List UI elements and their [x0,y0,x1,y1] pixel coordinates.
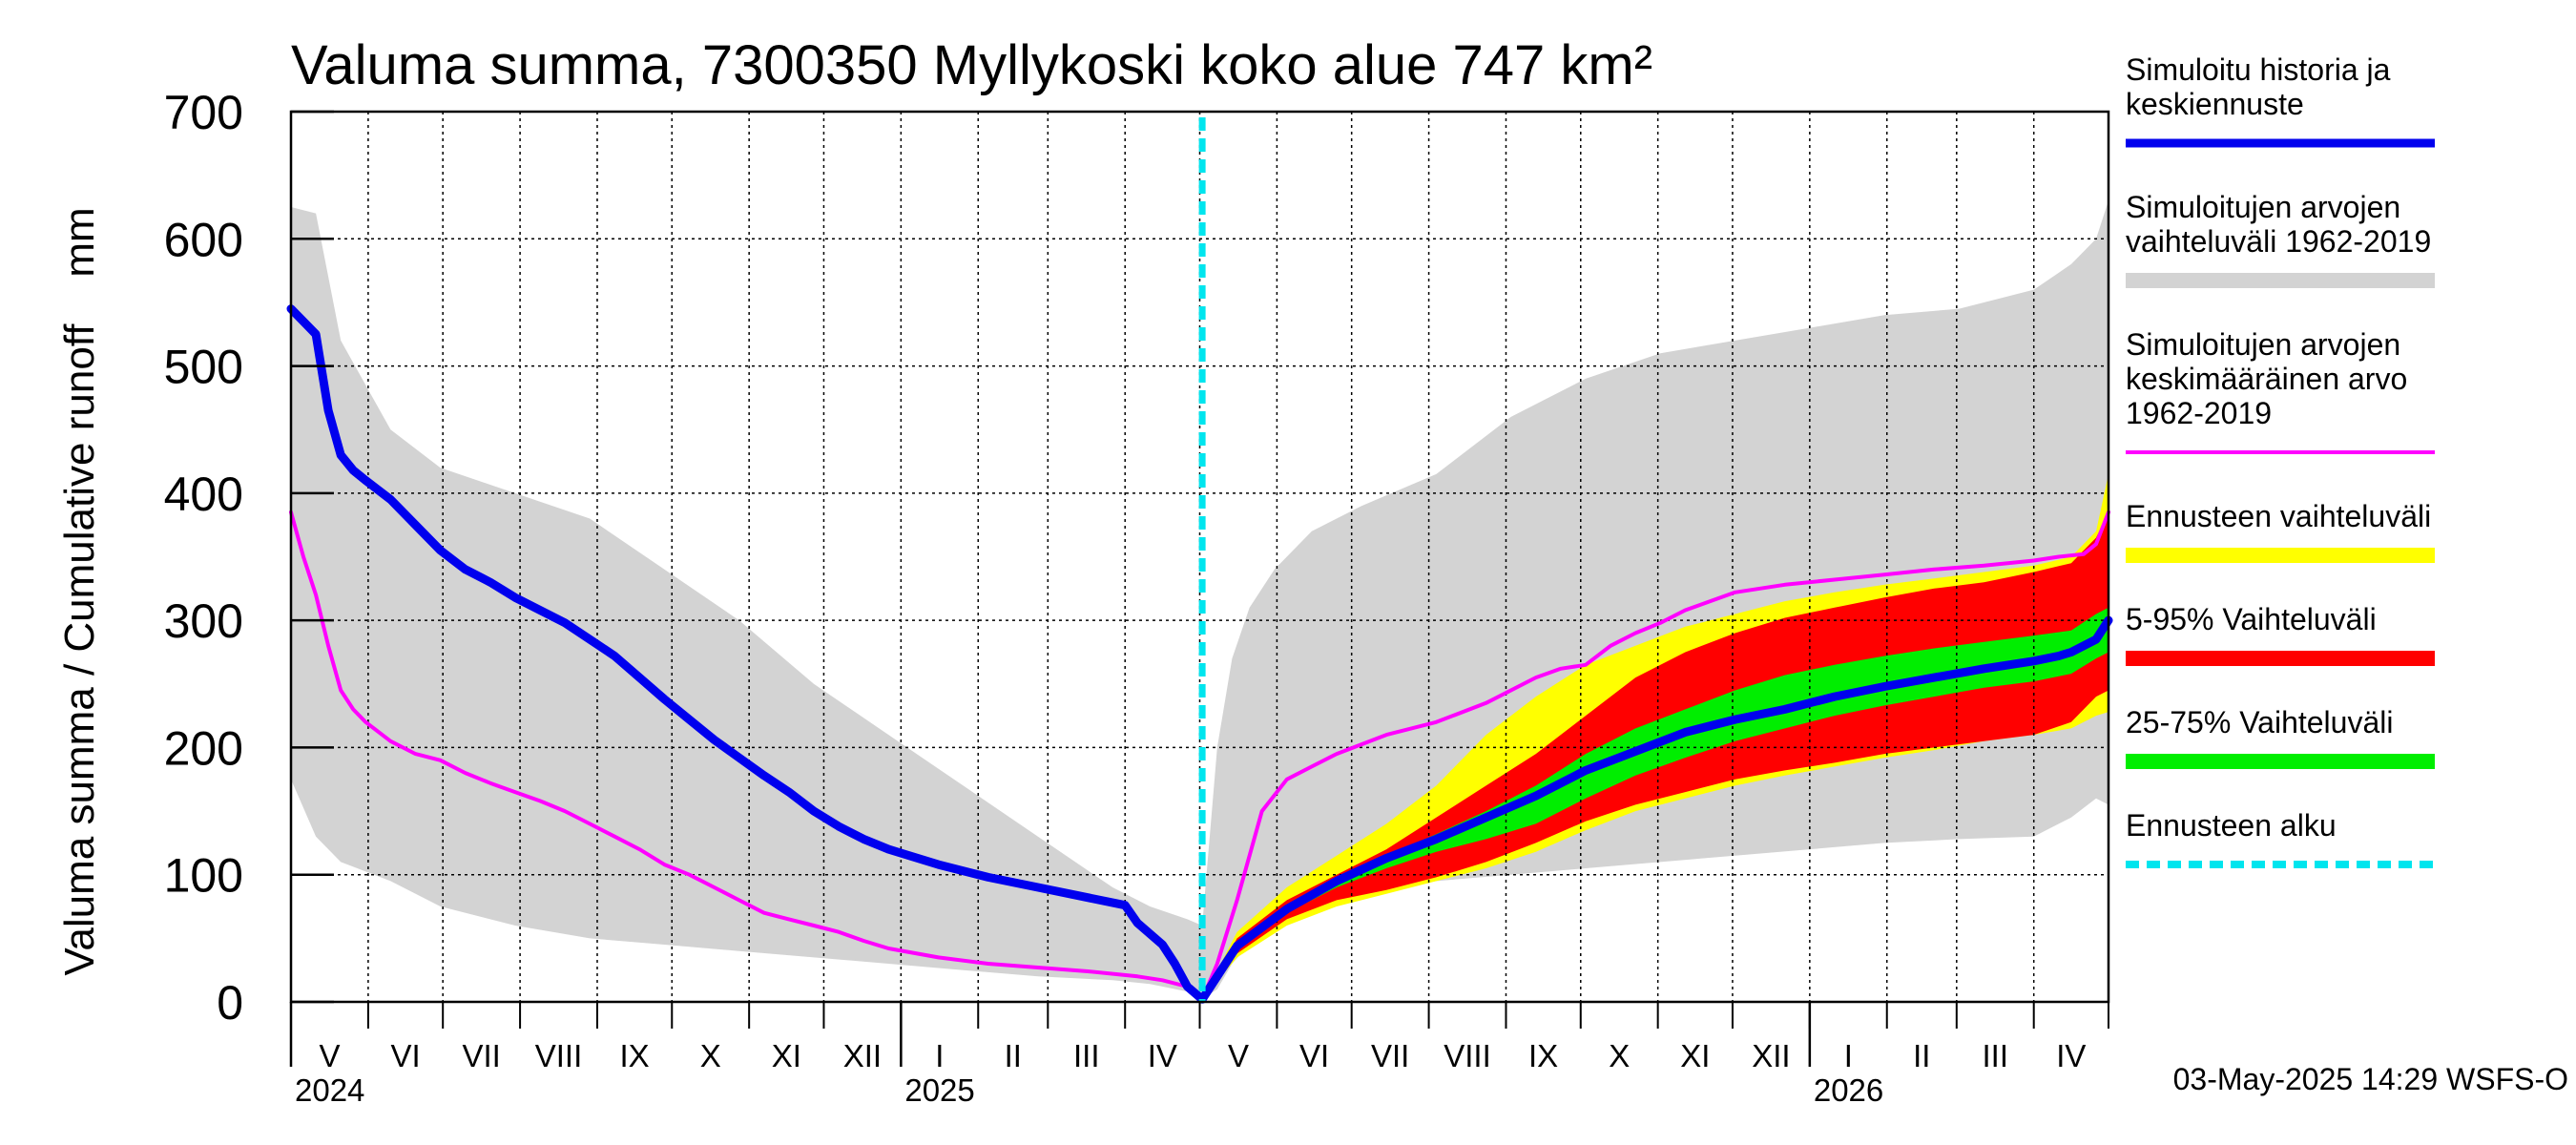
month-label-15: VIII [1444,1038,1491,1073]
year-label-2: 2026 [1814,1072,1883,1108]
year-label-1: 2025 [904,1072,974,1108]
month-label-13: VI [1299,1038,1329,1073]
legend-entry-4: 5-95% Vaihteluväli [2126,602,2435,666]
series-line-1 [286,304,2113,1004]
month-label-8: I [935,1038,944,1073]
legend-label-2-1: keskimääräinen arvo [2126,362,2407,396]
y-tick-label-7: 700 [164,86,243,139]
legend-label-2-2: 1962-2019 [2126,396,2272,430]
y-tick-label-3: 300 [164,594,243,648]
legend-label-2-0: Simuloitujen arvojen [2126,327,2400,362]
y-tick-label-5: 500 [164,341,243,394]
y-tick-label-1: 100 [164,849,243,903]
legend-label-1-0: Simuloitujen arvojen [2126,190,2400,224]
legend-entry-3: Ennusteen vaihteluväli [2126,499,2435,563]
legend-entry-5: 25-75% Vaihteluväli [2126,705,2435,769]
month-label-6: XI [772,1038,801,1073]
series-line-0 [289,510,2110,1002]
month-label-10: III [1073,1038,1100,1073]
legend-label-5-0: 25-75% Vaihteluväli [2126,705,2393,739]
legend-swatch-1 [2126,273,2435,288]
month-label-2: VII [462,1038,500,1073]
month-label-12: V [1228,1038,1249,1073]
legend-label-1-1: vaihteluväli 1962-2019 [2126,224,2431,259]
month-label-22: III [1983,1038,2009,1073]
legend-label-0-1: keskiennuste [2126,87,2304,121]
month-label-1: VI [390,1038,420,1073]
legend-label-3-0: Ennusteen vaihteluväli [2126,499,2431,533]
month-label-21: II [1913,1038,1930,1073]
y-tick-label-2: 200 [164,721,243,775]
month-label-11: IV [1148,1038,1177,1073]
legend-swatch-5 [2126,754,2435,769]
timestamp: 03-May-2025 14:29 WSFS-O [2173,1062,2568,1096]
y-axis-label: Valuma summa / Cumulative runoff mm [56,207,103,975]
month-label-18: XI [1680,1038,1710,1073]
y-tick-label-6: 600 [164,213,243,266]
month-label-9: II [1005,1038,1022,1073]
month-label-20: I [1844,1038,1853,1073]
legend-label-6-0: Ennusteen alku [2126,808,2337,843]
month-label-19: XII [1752,1038,1790,1073]
month-label-17: X [1609,1038,1630,1073]
month-label-23: IV [2056,1038,2086,1073]
legend-label-4-0: 5-95% Vaihteluväli [2126,602,2377,636]
month-label-4: IX [620,1038,650,1073]
legend-swatch-3 [2126,548,2435,563]
legend-label-0-0: Simuloitu historia ja [2126,52,2391,87]
month-label-3: VIII [535,1038,583,1073]
month-label-7: XII [843,1038,882,1073]
legend-swatch-4 [2126,651,2435,666]
month-label-16: IX [1528,1038,1558,1073]
legend-entry-6: Ennusteen alku [2126,808,2435,868]
chart-title: Valuma summa, 7300350 Myllykoski koko al… [291,34,1652,96]
month-label-0: V [319,1038,340,1073]
legend: Simuloitu historia jakeskiennusteSimuloi… [2126,52,2435,868]
year-label-0: 2024 [295,1072,364,1108]
y-tick-label-0: 0 [217,976,243,1030]
y-tick-label-4: 400 [164,468,243,521]
month-label-5: X [700,1038,721,1073]
band-3 [1202,607,2109,1000]
month-label-14: VII [1371,1038,1409,1073]
